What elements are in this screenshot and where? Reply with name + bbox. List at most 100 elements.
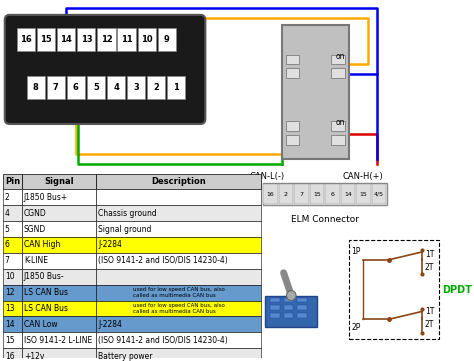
Text: 15: 15	[5, 336, 14, 345]
Bar	[3, 316, 22, 332]
Bar	[285, 55, 299, 65]
Bar	[285, 121, 299, 131]
Bar	[283, 305, 293, 310]
Bar	[3, 237, 22, 253]
Text: LS CAN Bus: LS CAN Bus	[24, 288, 68, 297]
Text: 7: 7	[5, 256, 9, 265]
Text: 8: 8	[33, 83, 39, 92]
Bar	[77, 28, 95, 51]
Text: 10: 10	[141, 35, 153, 44]
Bar	[96, 190, 261, 205]
Bar	[263, 183, 387, 205]
Bar	[282, 25, 348, 159]
Text: 3: 3	[133, 83, 139, 92]
Bar	[372, 184, 386, 204]
Text: 14: 14	[344, 192, 352, 197]
Text: 2: 2	[5, 193, 9, 202]
Text: 2: 2	[153, 83, 159, 92]
Bar	[137, 28, 155, 51]
Bar	[297, 305, 307, 310]
Text: 10: 10	[5, 272, 14, 281]
Bar	[96, 269, 261, 284]
Text: Description: Description	[151, 177, 206, 186]
Bar	[285, 135, 299, 145]
Text: CAN Low: CAN Low	[24, 320, 57, 329]
Bar	[96, 237, 261, 253]
Text: Signal ground: Signal ground	[99, 225, 152, 234]
Text: ELM Connector: ELM Connector	[291, 215, 359, 224]
Bar	[96, 205, 261, 221]
Text: 16: 16	[5, 352, 14, 361]
Bar	[3, 348, 22, 361]
Bar	[107, 77, 125, 99]
Bar	[22, 237, 96, 253]
Bar	[37, 28, 55, 51]
Bar	[331, 135, 345, 145]
Bar	[3, 205, 22, 221]
Text: 16: 16	[20, 35, 32, 44]
Bar	[96, 300, 261, 316]
Text: Battery power: Battery power	[99, 352, 153, 361]
Bar	[263, 184, 278, 204]
Bar	[3, 300, 22, 316]
Text: on: on	[335, 118, 345, 127]
Text: 14: 14	[61, 35, 72, 44]
Text: 7: 7	[53, 83, 59, 92]
Text: used for low speed CAN bus, also
called as multimedia CAN bus: used for low speed CAN bus, also called …	[133, 287, 225, 298]
Bar	[96, 221, 261, 237]
Text: 6: 6	[5, 240, 9, 249]
Text: 14: 14	[5, 320, 14, 329]
Text: 15: 15	[40, 35, 52, 44]
Bar	[283, 313, 293, 318]
Text: 6: 6	[73, 83, 79, 92]
Bar	[3, 190, 22, 205]
Bar	[22, 332, 96, 348]
Bar	[3, 174, 22, 190]
Bar	[157, 28, 176, 51]
Bar	[325, 184, 340, 204]
Text: 15: 15	[360, 192, 367, 197]
Text: 1: 1	[173, 83, 179, 92]
Text: CGND: CGND	[24, 209, 46, 218]
Bar	[22, 221, 96, 237]
Circle shape	[286, 291, 296, 300]
Bar	[22, 190, 96, 205]
Text: J-2284: J-2284	[99, 320, 122, 329]
Bar	[96, 332, 261, 348]
Text: J-2284: J-2284	[99, 240, 122, 249]
Text: 4: 4	[113, 83, 119, 92]
Bar	[22, 284, 96, 300]
Bar	[294, 184, 309, 204]
Bar	[147, 77, 165, 99]
Bar	[22, 269, 96, 284]
Text: Signal: Signal	[45, 177, 74, 186]
Bar	[279, 184, 293, 204]
Text: 11: 11	[121, 35, 132, 44]
Text: 7: 7	[300, 192, 303, 197]
Text: CAN-L(-): CAN-L(-)	[250, 172, 285, 181]
Bar	[47, 77, 65, 99]
Text: (ISO 9141-2 and ISO/DIS 14230-4): (ISO 9141-2 and ISO/DIS 14230-4)	[99, 336, 228, 345]
Bar	[87, 77, 105, 99]
Text: 2T: 2T	[425, 263, 434, 272]
Bar	[57, 28, 75, 51]
Text: 15: 15	[313, 192, 321, 197]
Bar	[22, 300, 96, 316]
Text: 5: 5	[5, 225, 9, 234]
Text: 13: 13	[5, 304, 14, 313]
Bar	[341, 184, 355, 204]
Bar	[22, 348, 96, 361]
Bar	[167, 77, 185, 99]
Text: CAN High: CAN High	[24, 240, 60, 249]
Bar	[96, 284, 261, 300]
Bar	[285, 69, 299, 78]
Bar	[22, 205, 96, 221]
Text: SGND: SGND	[24, 225, 46, 234]
Text: 2T: 2T	[425, 320, 434, 329]
Bar	[118, 28, 136, 51]
Bar	[3, 284, 22, 300]
Text: ISO 9141-2 L-LINE: ISO 9141-2 L-LINE	[24, 336, 92, 345]
Bar	[348, 240, 439, 339]
Text: Chassis ground: Chassis ground	[99, 209, 157, 218]
Text: 9: 9	[164, 35, 170, 44]
